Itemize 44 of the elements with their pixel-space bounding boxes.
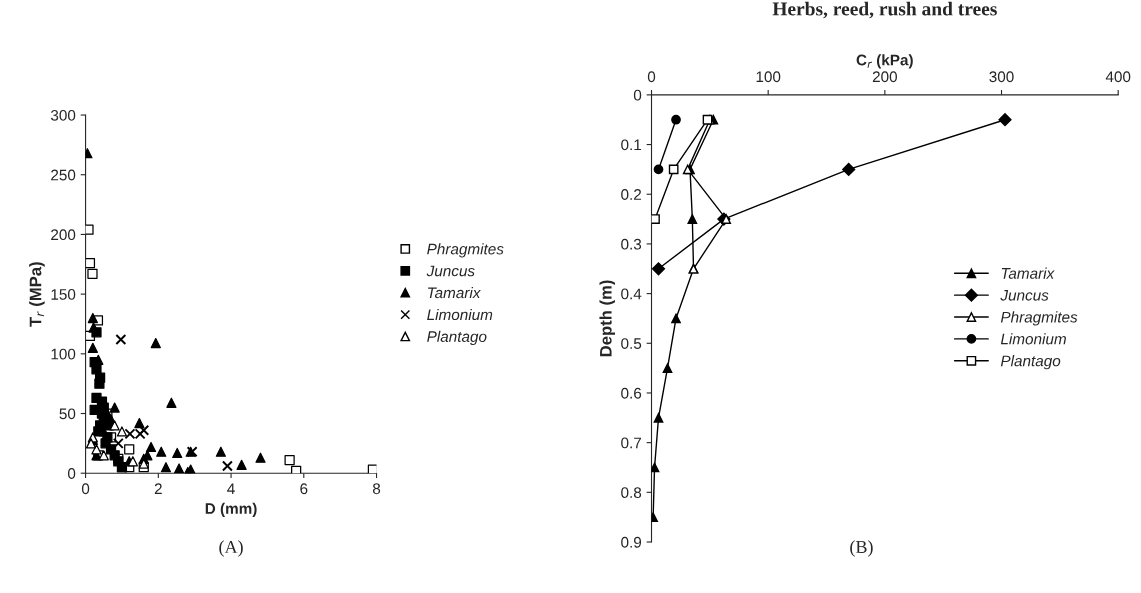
x-tick-label: 0 bbox=[647, 71, 656, 83]
legend-label: Tamarix bbox=[428, 287, 481, 299]
y-tick-label: 150 bbox=[51, 289, 76, 300]
legend-label: Phragmites bbox=[1000, 311, 1078, 326]
y-tick-label: 250 bbox=[51, 169, 76, 181]
x-tick-label: 0 bbox=[81, 483, 90, 495]
x-tick-label: 100 bbox=[756, 71, 781, 83]
y-tick-label: 0.6 bbox=[621, 387, 642, 399]
y-tick-label: 0.2 bbox=[621, 189, 642, 200]
annotation: (B) bbox=[850, 540, 873, 557]
y-tick-label: 0.3 bbox=[621, 238, 642, 250]
y-tick-label: 0.4 bbox=[621, 288, 642, 300]
x-tick-label: 2 bbox=[154, 483, 162, 495]
legend-label: Tamarix bbox=[1001, 267, 1055, 279]
y-tick-label: 300 bbox=[50, 109, 76, 121]
y-tick-label: 50 bbox=[59, 408, 76, 420]
y-tick-label: 100 bbox=[51, 348, 76, 360]
x-tick-label: 4 bbox=[227, 483, 235, 495]
x-axis-title: D (mm) bbox=[205, 502, 257, 517]
y-tick-label: 0.9 bbox=[621, 536, 642, 548]
text: (A) bbox=[219, 540, 243, 557]
legend-label: Limonium bbox=[427, 308, 493, 321]
legend-label: Juncus bbox=[426, 265, 475, 277]
y-axis-title: T$_{r}$ (MPa) bbox=[29, 262, 45, 327]
y-tick-label: 0 bbox=[633, 89, 642, 101]
legend-label: Limonium bbox=[1000, 333, 1066, 345]
x-tick-label: 300 bbox=[989, 71, 1014, 83]
legend-label: Plantago bbox=[427, 330, 487, 346]
x-tick-label: 400 bbox=[1105, 71, 1131, 83]
x-tick-label: 200 bbox=[872, 71, 897, 83]
y-tick-label: 0.5 bbox=[621, 338, 642, 349]
legend-label: Juncus bbox=[1000, 290, 1049, 301]
y-tick-label: 200 bbox=[51, 229, 76, 241]
chart-title: Herbs, reed, rush and trees bbox=[772, 1, 997, 19]
y-tick-label: 0.7 bbox=[621, 437, 642, 449]
x-tick-label: 6 bbox=[300, 483, 308, 495]
y-tick-label: 0.1 bbox=[621, 139, 642, 151]
legend-label: Plantago bbox=[1000, 355, 1061, 370]
y-tick-label: 0.8 bbox=[621, 487, 642, 499]
y-tick-label: 0 bbox=[67, 468, 76, 479]
x-tick-label: 8 bbox=[372, 483, 381, 495]
legend-label: Phragmites bbox=[427, 243, 504, 258]
x-axis-title: C$_{r}$ (kPa) bbox=[856, 54, 913, 69]
y-axis-title: Depth (m) bbox=[599, 280, 615, 357]
